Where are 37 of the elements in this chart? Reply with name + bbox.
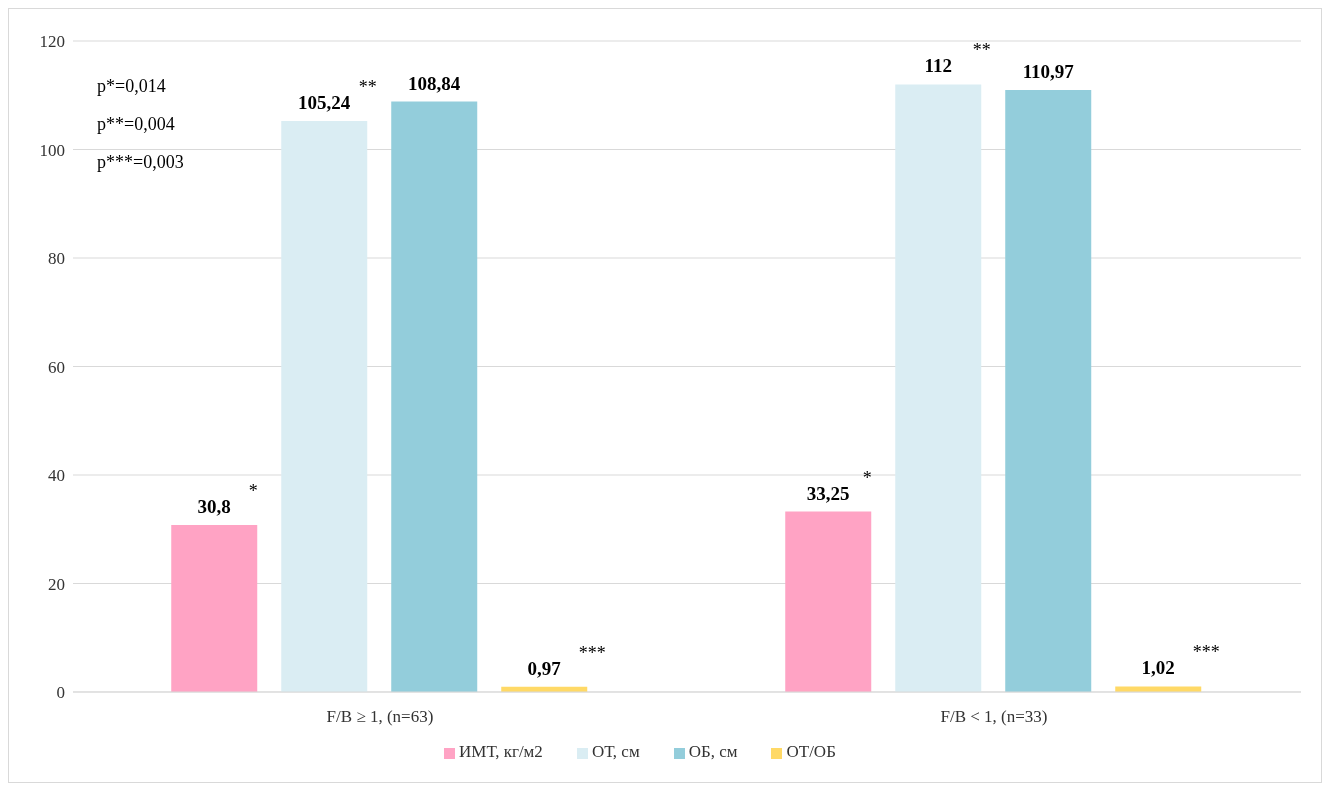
significance-marker: * (862, 467, 872, 488)
bar (895, 84, 982, 692)
y-tick-label: 80 (48, 249, 65, 269)
significance-marker: *** (1192, 642, 1220, 663)
data-label: 110,97 (1022, 60, 1075, 82)
data-label: 1,02 (1141, 657, 1175, 679)
annotation: p***=0,003 (97, 151, 184, 174)
significance-marker: *** (578, 642, 606, 663)
bar (281, 121, 368, 692)
legend-label: ОТ/ОБ (786, 742, 836, 761)
data-label: 33,25 (806, 482, 850, 504)
y-tick-label: 120 (39, 32, 65, 52)
y-tick-label: 20 (48, 574, 65, 594)
data-label: 30,8 (197, 495, 231, 517)
annotation: p*=0,014 (97, 75, 167, 98)
bar (1005, 89, 1092, 692)
y-tick-label: 0 (56, 683, 65, 703)
data-label: 105,24 (298, 92, 351, 114)
legend-label: ИМТ, кг/м2 (459, 742, 543, 761)
data-label: 112 (924, 55, 952, 77)
y-tick-label: 60 (48, 357, 65, 377)
significance-marker: * (248, 480, 258, 501)
data-label: 108,84 (408, 72, 461, 94)
bar (785, 511, 872, 692)
bar (1115, 686, 1202, 692)
significance-marker: ** (972, 40, 991, 61)
y-tick-label: 40 (48, 466, 65, 486)
y-tick-label: 100 (39, 140, 65, 160)
legend-label: ОБ, см (688, 742, 738, 761)
annotation: p**=0,004 (97, 113, 176, 136)
x-tick-label: F/B ≥ 1, (n=63) (326, 707, 434, 727)
significance-marker: ** (358, 77, 377, 98)
data-label: 0,97 (527, 657, 562, 679)
x-tick-label: F/B < 1, (n=33) (940, 707, 1048, 727)
bar (391, 101, 478, 692)
bar (171, 524, 258, 692)
legend-label: ОТ, см (591, 742, 640, 761)
